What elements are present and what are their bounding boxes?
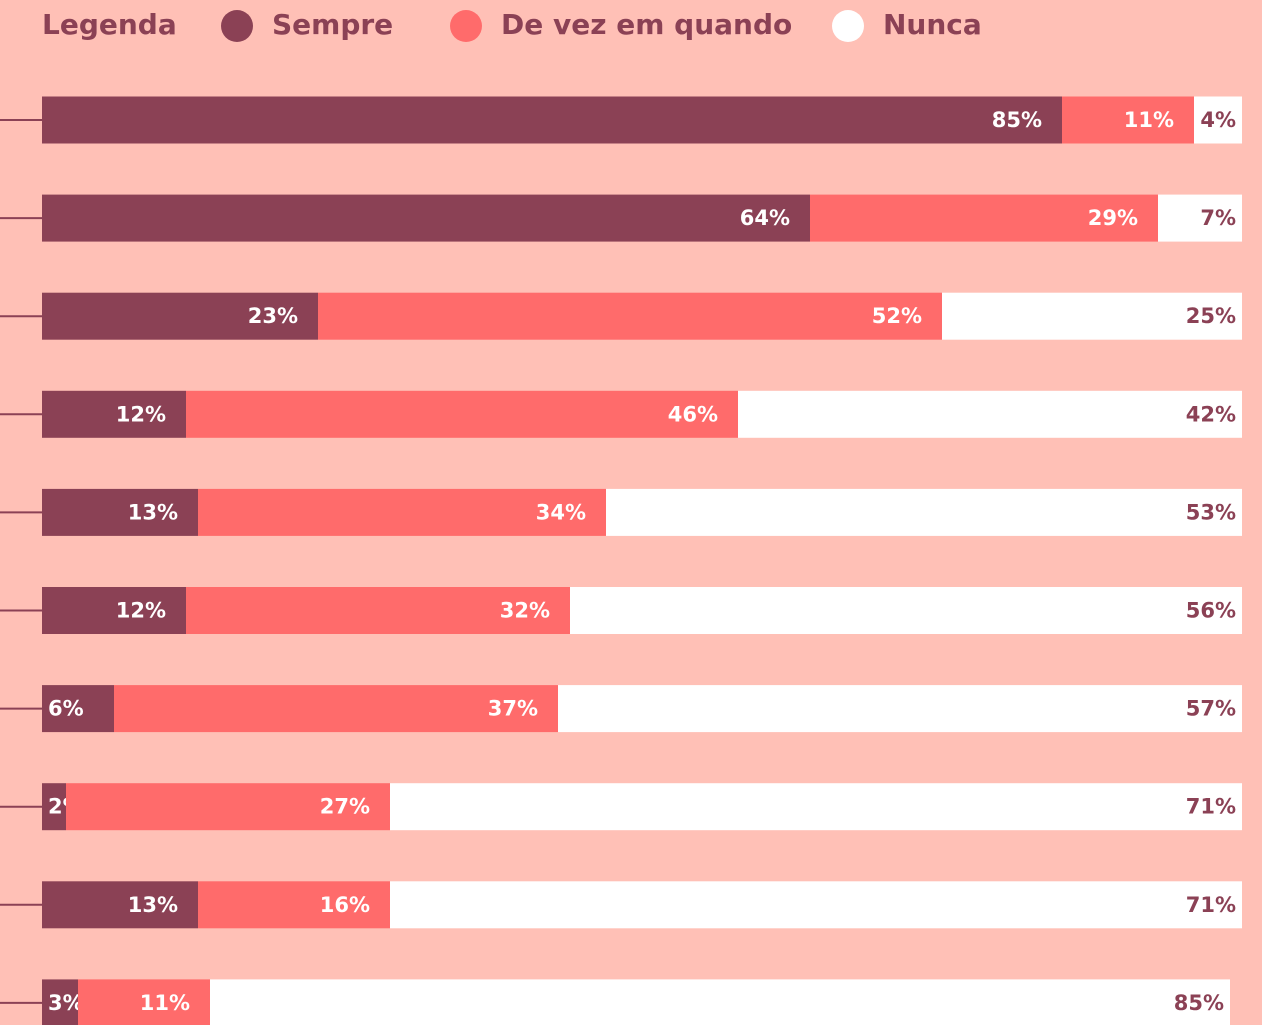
bar-segment [198,881,390,929]
value-label: 11% [140,991,190,1015]
bar-segment [558,685,1242,733]
value-label: 23% [248,304,298,328]
bar-segment [42,979,78,1025]
bar-segment [942,292,1242,340]
value-label: 13% [128,500,178,524]
legend-swatch [832,10,864,42]
bar-segment [186,587,570,634]
value-label: 85% [992,108,1042,132]
value-label: 4% [1200,108,1236,132]
bar-segment [570,587,1242,634]
bar-segment [42,587,186,634]
value-label: 16% [320,893,370,917]
value-label: 52% [872,304,922,328]
value-label: 34% [536,500,586,524]
bar-segment [1194,96,1242,144]
legend-label: Sempre [272,8,393,41]
value-label: 11% [1124,108,1174,132]
value-label: 12% [116,402,166,426]
bar-segment [114,685,558,733]
value-label: 3% [48,991,84,1015]
value-label: 25% [1186,304,1236,328]
bar-segment [42,783,66,831]
value-label: 46% [668,402,718,426]
value-label: 32% [500,599,550,623]
value-label: 71% [1186,893,1236,917]
legend-swatch [450,10,482,42]
bar-segment [186,390,738,438]
value-label: 42% [1186,402,1236,426]
legend-label: De vez em quando [501,8,792,41]
value-label: 64% [740,206,790,230]
value-label: 71% [1186,795,1236,819]
value-label: 7% [1200,206,1236,230]
bar-segment [210,979,1230,1025]
bar-segment [810,194,1158,242]
bar-segment [390,783,1242,831]
value-label: 56% [1186,599,1236,623]
value-label: 57% [1186,697,1236,721]
value-label: 12% [116,599,166,623]
bar-segment [42,292,318,340]
value-label: 85% [1174,991,1224,1015]
bar-segment [42,96,1062,144]
bar-segment [1158,194,1242,242]
value-label: 13% [128,893,178,917]
bar-segment [78,979,210,1025]
bar-segment [42,685,114,733]
bar-segment [198,488,606,536]
bar-segment [42,390,186,438]
value-label: 53% [1186,500,1236,524]
value-label: 27% [320,795,370,819]
legend-title: Legenda [42,8,177,41]
value-label: 37% [488,697,538,721]
bar-segment [42,881,198,929]
bar-segment [66,783,390,831]
bar-segment [390,881,1242,929]
bar-segment [606,488,1242,536]
legend-swatch [221,10,253,42]
value-label: 6% [48,697,84,721]
value-label: 29% [1088,206,1138,230]
bar-segment [318,292,942,340]
legend-label: Nunca [883,8,982,41]
bar-segment [42,488,198,536]
bar-segment [738,390,1242,438]
bar-segment [42,194,810,242]
bar-segment [1062,96,1194,144]
